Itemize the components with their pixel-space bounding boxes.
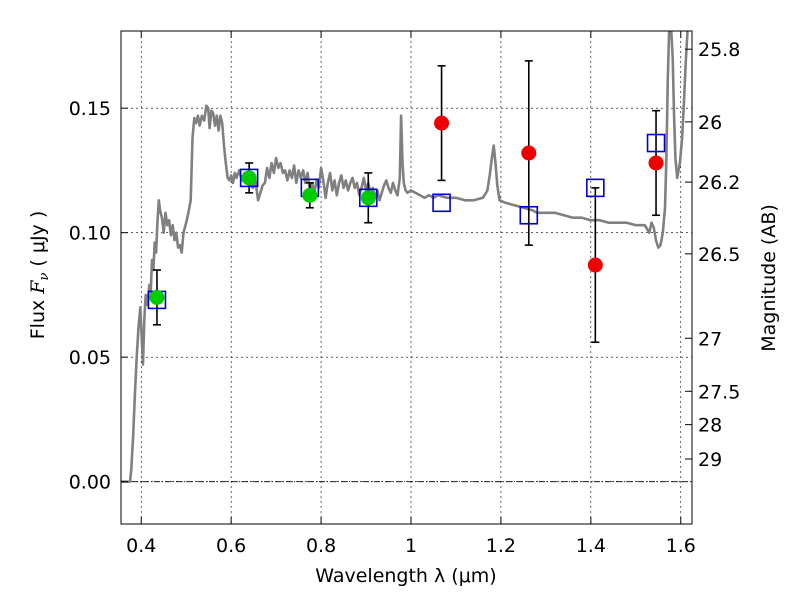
y-axis-label-subscript: ν [37,273,52,281]
model-photometry-square [358,188,378,208]
observed-flux-point [302,187,318,203]
observed-flux-point [587,257,603,273]
plot-frame [120,30,693,525]
y2-tick-label: 27 [698,328,722,350]
y2-tick-label: 29 [698,449,722,471]
x-axis-label: Wavelength λ (μm) [315,565,496,587]
y-axis-label: Flux Fν ( μJy ) [27,211,52,340]
observed-flux-point [149,289,165,305]
y-axis-label-suffix: ( μJy ) [27,211,49,273]
y-axis-ticks: 0.00 0.05 0.10 0.15 [69,98,128,494]
y-tick-label: 0.15 [69,98,111,120]
x-tick-label: 1 [405,535,417,557]
x-tick-label: 1.6 [666,535,696,557]
x-tick-label: 0.4 [126,535,156,557]
y-axis-label-symbol: F [27,280,49,295]
model-photometry-square [432,193,451,213]
y2-axis-ticks: 25.8 26 26.2 26.5 27 27.5 28 29 [685,39,740,471]
y-axis-label-prefix: Flux [27,294,49,340]
y2-tick-label: 26.2 [698,172,740,194]
x-tick-label: 1.2 [486,535,516,557]
observed-flux-point [241,170,257,186]
model-photometry-square [239,168,259,188]
x-tick-label: 0.6 [216,535,246,557]
observed-flux-point [360,190,376,206]
observed-flux-point [648,155,664,171]
y2-axis-label: Magnitude (AB) [758,204,780,352]
y-tick-label: 0.05 [69,347,111,369]
observed-photometry-layer [149,115,664,305]
y2-tick-label: 26 [698,112,722,134]
observed-flux-point [521,145,537,161]
y2-tick-label: 28 [698,415,722,437]
x-tick-label: 1.4 [576,535,606,557]
observed-flux-point [434,115,450,131]
model-photometry-square [586,178,605,198]
y2-tick-label: 26.5 [698,244,740,266]
x-axis-ticks: 0.4 0.6 0.8 1 1.2 1.4 1.6 [126,31,696,557]
x-tick-label: 0.8 [306,535,336,557]
y-tick-label: 0.00 [69,472,111,494]
y2-tick-label: 25.8 [698,39,740,61]
y-tick-label: 0.10 [69,223,111,245]
y2-tick-label: 27.5 [698,381,740,403]
model-photometry-square [646,133,666,153]
plot-area [121,31,692,524]
model-photometry-square [519,205,539,225]
